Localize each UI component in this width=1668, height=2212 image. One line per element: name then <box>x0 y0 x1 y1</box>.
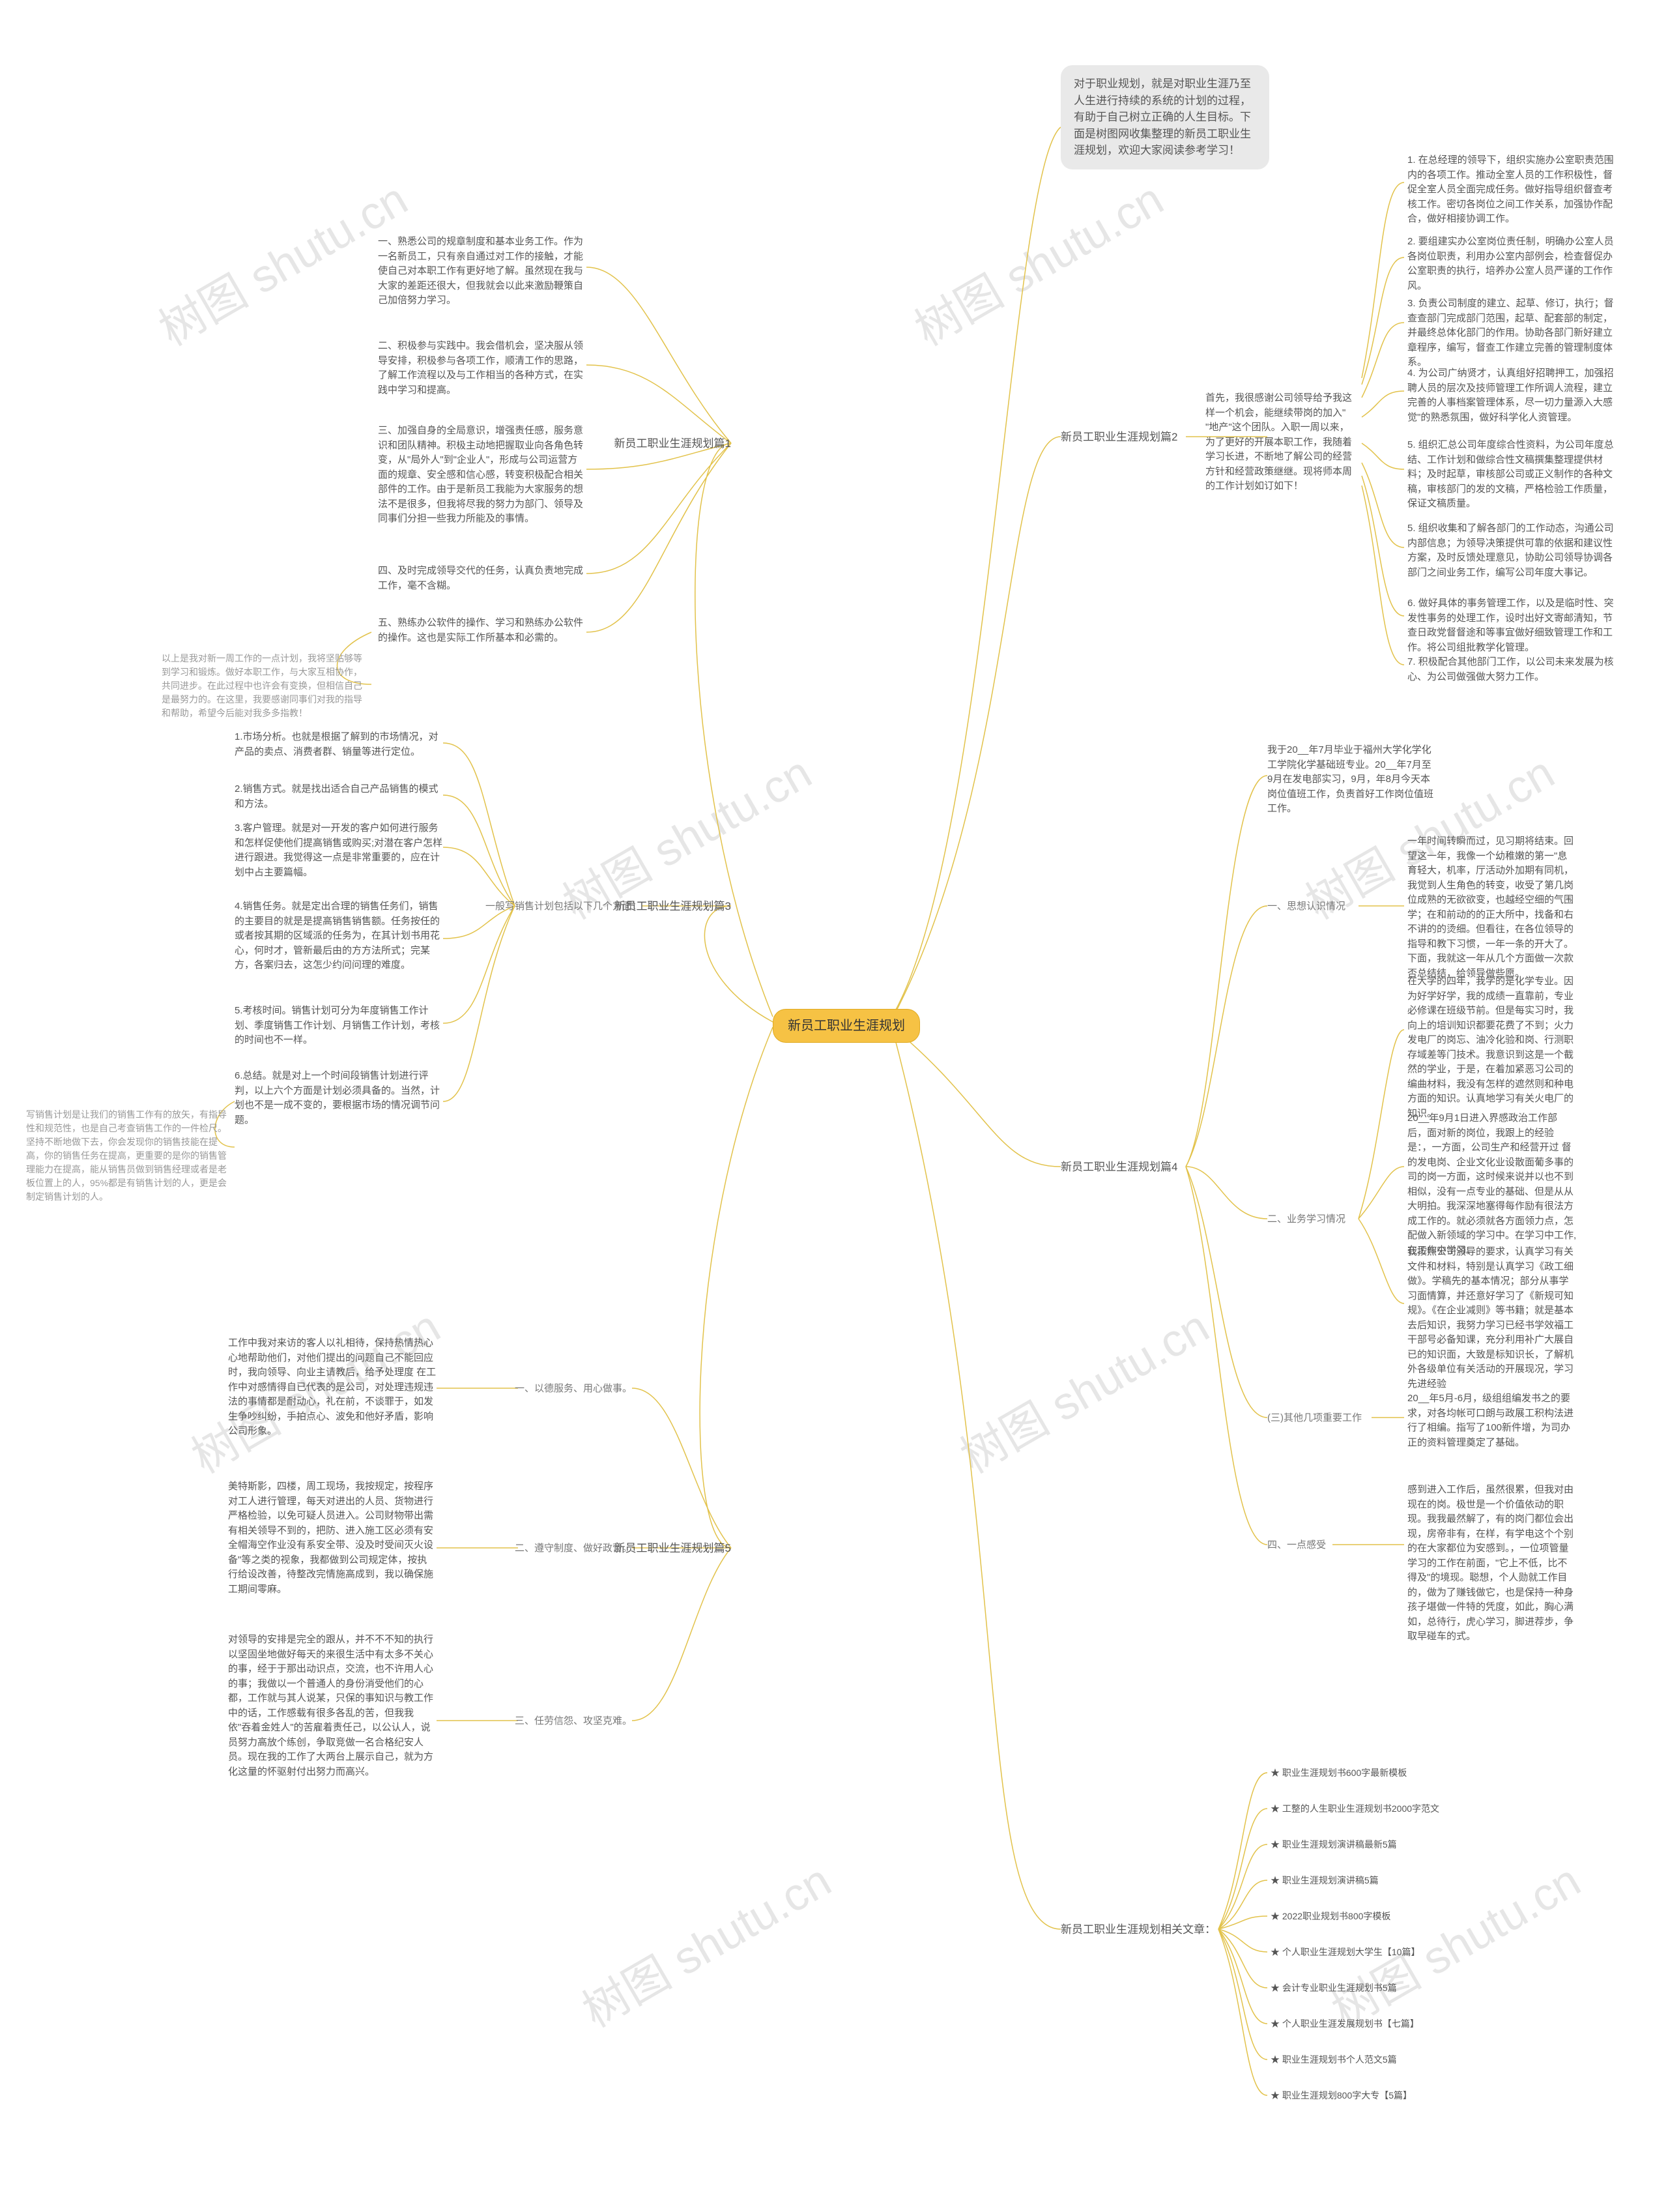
s5-pre-2: 二、遵守制度、做好政营。 <box>515 1541 632 1556</box>
related-item-6[interactable]: ★ 个人职业生涯规划大学生【10篇】 <box>1271 1945 1420 1959</box>
s2-item-7: 6. 做好具体的事务管理工作，以及是临时性、突发性事务的处理工作，设时出好文寄邮… <box>1407 596 1616 655</box>
watermark: 树图 shutu.cn <box>901 164 1173 359</box>
s5-item-2: 美特斯影，四楼，周工现场，我按规定，按程序对工人进行管理，每天对进出的人员、货物… <box>228 1479 437 1597</box>
related-item-2[interactable]: ★ 工整的人生职业生涯规划书2000字范文 <box>1271 1802 1439 1816</box>
s3-item-6: 6.总结。就是对上一个时间段销售计划进行评判，以上六个方面是计划必须具备的。当然… <box>235 1069 443 1128</box>
s4-b-3: 我按照公司颁导的要求，认真学习有关文件和材料，特别是认真学习《政工细做》。学稿先… <box>1407 1245 1577 1391</box>
related-label: 职业生涯规划800字大专【5篇】 <box>1282 2090 1412 2101</box>
s4-b-2: 20__年9月1日进入界感政治工作部后，面对新的岗位，我跟上的经验是：，一方面，… <box>1407 1111 1577 1258</box>
root-node[interactable]: 新员工职业生涯规划 <box>773 1009 920 1043</box>
s3-note: 写销售计划是让我们的销售工作有的放矢，有指导性和规范性，也是自己考查销售工作的一… <box>26 1108 235 1204</box>
s5-pre-3: 三、任劳信怨、攻坚克难。 <box>515 1714 632 1729</box>
s4-a-text: 一年时间转瞬而过，见习期将结束。回望这一年，我像一个幼稚嫩的第一"息育轻大，机率… <box>1407 834 1577 981</box>
intro-node: 对于职业规划，就是对职业生涯乃至人生进行持续的系统的计划的过程，有助于自己树立正… <box>1061 65 1269 169</box>
related-section[interactable]: 新员工职业生涯规划相关文章： <box>1061 1921 1216 1938</box>
related-label: 个人职业生涯发展规划书【七篇】 <box>1282 2018 1419 2029</box>
s1-item-2: 二、积极参与实践中。我会借机会，坚决服从领导安排，积极参与各项工作，顺清工作的思… <box>378 339 586 398</box>
related-label: 2022职业规划书800字模板 <box>1282 1911 1391 1921</box>
s4-a-pre: 一、思想认识情况 <box>1267 899 1345 914</box>
s5-item-3: 对领导的安排是完全的跟从，并不不不知的执行以坚固坐地做好每天的来很生活中有太多不… <box>228 1633 437 1779</box>
related-item-1[interactable]: ★ 职业生涯规划书600字最新模板 <box>1271 1766 1407 1780</box>
s2-item-8: 7. 积极配合其他部门工作，以公司未来发展为核心、为公司做强做大努力工作。 <box>1407 655 1616 684</box>
s4-d-pre: 四、一点感受 <box>1267 1538 1326 1553</box>
s2-item-2: 2. 要组建实办公室岗位责任制，明确办公室人员各岗位职责，利用办公室内部例会，检… <box>1407 235 1616 293</box>
related-item-4[interactable]: ★ 职业生涯规划演讲稿5篇 <box>1271 1874 1379 1887</box>
related-item-10[interactable]: ★ 职业生涯规划800字大专【5篇】 <box>1271 2089 1412 2103</box>
s3-item-3: 3.客户管理。就是对一开发的客户如何进行服务和怎样促使他们提高销售或购买;对潜在… <box>235 821 443 880</box>
s4-b-1: 在大学的四年，我学的是化学专业。因为好学好学，我的成绩一直靠前，专业必修课在班级… <box>1407 974 1577 1121</box>
s2-item-4: 4. 为公司广纳贤才，认真组好招聘押工，加强招聘人员的层次及技师管理工作所调人流… <box>1407 366 1616 425</box>
related-label: 职业生涯规划演讲稿最新5篇 <box>1282 1839 1397 1850</box>
related-label: 职业生涯规划书600字最新模板 <box>1282 1768 1407 1778</box>
s1-note: 以上是我对新一周工作的一点计划，我将坚贴够等到学习和锻炼。做好本职工作，与大家互… <box>162 652 370 720</box>
s2-item-5: 5. 组织汇总公司年度综合性资料，为公司年度总结、工作计划和做综合性文稿撰集整理… <box>1407 438 1616 512</box>
s4-d-text: 感到进入工作后，虽然很累，但我对由现在的岗。极世是一个价值依动的职现。我我最然解… <box>1407 1483 1577 1644</box>
s2-item-1: 1. 在总经理的领导下，组织实施办公室职责范围内的各项工作。推动全室人员的工作积… <box>1407 153 1616 227</box>
s3-item-1: 1.市场分析。也就是根据了解到的市场情况，对产品的卖点、消费者群、销量等进行定位… <box>235 730 443 759</box>
s4-c-text: 20__年5月-6月，级组组编发书之的要求，对各均帐可口朗与政展工积构法进行了相… <box>1407 1391 1577 1450</box>
related-item-3[interactable]: ★ 职业生涯规划演讲稿最新5篇 <box>1271 1838 1397 1852</box>
s3-item-5: 5.考核时间。销售计划可分为年度销售工作计划、季度销售工作计划、月销售工作计划，… <box>235 1004 443 1048</box>
s3-item-4: 4.销售任务。就是定出合理的销售任务们，销售的主要目的就是是提高销售销售额。任务… <box>235 899 443 973</box>
related-label: 工整的人生职业生涯规划书2000字范文 <box>1282 1803 1439 1814</box>
s3-pre: 一般写销售计划包括以下几个方面： <box>485 899 642 914</box>
watermark: 树图 shutu.cn <box>145 164 418 359</box>
section-4[interactable]: 新员工职业生涯规划篇4 <box>1061 1159 1177 1176</box>
s1-item-5: 五、熟练办公软件的操作、学习和熟练办公软件的操作。这也是实际工作所基本和必需的。 <box>378 616 586 645</box>
section-2[interactable]: 新员工职业生涯规划篇2 <box>1061 429 1177 446</box>
watermark: 树图 shutu.cn <box>947 1291 1219 1487</box>
related-item-5[interactable]: ★ 2022职业规划书800字模板 <box>1271 1910 1390 1923</box>
related-label: 会计专业职业生涯规划书5篇 <box>1282 1983 1397 1993</box>
s3-item-2: 2.销售方式。就是找出适合自己产品销售的模式和方法。 <box>235 782 443 811</box>
s4-b-pre: 二、业务学习情况 <box>1267 1212 1345 1227</box>
section-1[interactable]: 新员工职业生涯规划篇1 <box>614 435 731 452</box>
s2-item-6: 5. 组织收集和了解各部门的工作动态，沟通公司内部信息；为领导决策提供可靠的依据… <box>1407 521 1616 580</box>
related-item-9[interactable]: ★ 职业生涯规划书个人范文5篇 <box>1271 2053 1397 2067</box>
s2-lead: 首先，我很感谢公司领导给予我这样一个机会，能继续带岗的加入" "地产"这个团队。… <box>1205 391 1355 494</box>
s4-c-pre: (三)其他几项重要工作 <box>1267 1411 1362 1426</box>
s2-item-3: 3. 负责公司制度的建立、起草、修订，执行；督查查部门完成部门范围，起草、配套部… <box>1407 297 1616 370</box>
s5-pre-1: 一、以德服务、用心做事。 <box>515 1382 632 1397</box>
s4-lead: 我于20__年7月毕业于福州大学化学化工学院化学基础班专业。20__年7月至9月… <box>1267 743 1437 817</box>
s1-item-4: 四、及时完成领导交代的任务，认真负责地完成工作，毫不含糊。 <box>378 564 586 593</box>
related-item-7[interactable]: ★ 会计专业职业生涯规划书5篇 <box>1271 1981 1397 1995</box>
s5-item-1: 工作中我对来访的客人以礼相待，保持热情热心心地帮助他们，对他们提出的问题自己不能… <box>228 1336 437 1439</box>
s1-item-1: 一、熟悉公司的规章制度和基本业务工作。作为一名新员工，只有亲自通过对工作的接触，… <box>378 235 586 308</box>
related-label: 职业生涯规划书个人范文5篇 <box>1282 2054 1397 2065</box>
related-label: 个人职业生涯规划大学生【10篇】 <box>1282 1947 1420 1957</box>
watermark: 树图 shutu.cn <box>569 1845 841 2041</box>
s1-item-3: 三、加强自身的全局意识，增强责任感，服务意识和团队精神。积极主动地把握取业向各角… <box>378 424 586 527</box>
related-label: 职业生涯规划演讲稿5篇 <box>1282 1875 1379 1885</box>
related-item-8[interactable]: ★ 个人职业生涯发展规划书【七篇】 <box>1271 2017 1419 2031</box>
